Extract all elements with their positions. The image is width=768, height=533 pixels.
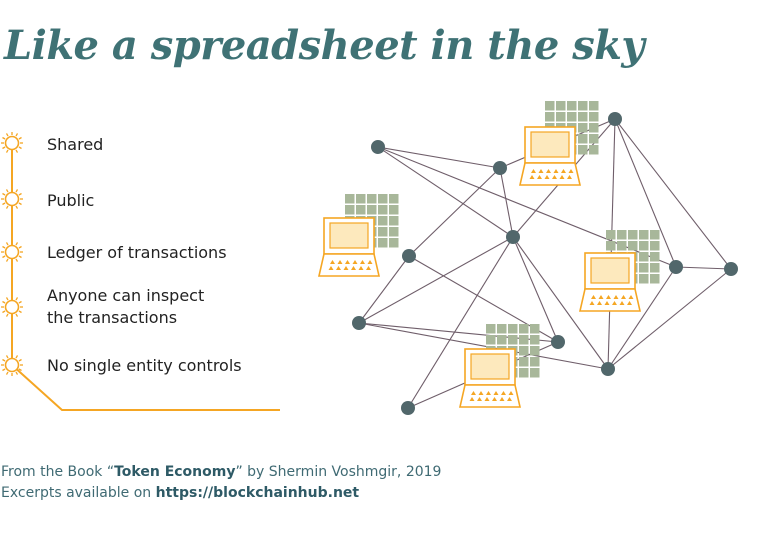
laptop-icon <box>518 126 582 186</box>
network-node <box>402 249 416 263</box>
sun-icon <box>1 188 23 210</box>
network-edge <box>607 268 732 370</box>
network-edges <box>358 118 732 409</box>
sun-icon <box>1 354 23 376</box>
bullet-public: Public <box>47 191 95 210</box>
network-node <box>551 335 565 349</box>
network-edge <box>607 266 677 370</box>
network-edge <box>407 236 514 409</box>
network-node <box>601 362 615 376</box>
bullet-shared: Shared <box>47 135 104 154</box>
network-node <box>669 260 683 274</box>
network-node <box>506 230 520 244</box>
network-edge <box>614 118 732 270</box>
page-title: Like a spreadsheet in the sky <box>4 22 645 69</box>
network-edge <box>358 322 609 370</box>
network-edge <box>499 167 514 238</box>
network-node <box>371 140 385 154</box>
ledger-grids <box>345 101 660 378</box>
laptop-icon <box>458 348 522 408</box>
laptop-icon <box>317 217 381 277</box>
bullet-no-single-entity: No single entity controls <box>47 356 242 375</box>
network-edge <box>512 236 559 343</box>
footer-prefix: From the Book “ <box>1 464 115 480</box>
laptops <box>317 126 642 408</box>
laptop-icon <box>578 252 642 312</box>
network-edge <box>377 146 514 238</box>
timeline-line <box>11 143 280 411</box>
footer-excerpt-prefix: Excerpts available on <box>1 485 156 501</box>
network-node <box>352 316 366 330</box>
bullet-timeline <box>1 132 280 411</box>
footer-line-2: Excerpts available on https://blockchain… <box>1 485 359 501</box>
sun-icon <box>1 241 23 263</box>
bullet-inspect: Anyone can inspect the transactions <box>47 286 205 327</box>
bullet-ledger: Ledger of transactions <box>47 243 227 262</box>
footer-link[interactable]: https://blockchainhub.net <box>155 485 360 501</box>
book-title: Token Economy <box>114 464 236 480</box>
network-edge <box>675 266 732 270</box>
network-edge <box>512 236 609 370</box>
network-node <box>401 401 415 415</box>
network-node <box>493 161 507 175</box>
network-edge <box>614 118 677 268</box>
footer-line-1: From the Book “Token Economy” by Shermin… <box>1 464 441 480</box>
network-node <box>608 112 622 126</box>
network-edge <box>358 236 514 324</box>
network-edge <box>408 167 501 257</box>
network-node <box>724 262 738 276</box>
network-nodes <box>352 112 738 415</box>
network-edge <box>377 146 501 169</box>
network-edge <box>358 255 410 324</box>
sun-icon <box>1 132 23 154</box>
sun-icon <box>1 296 23 318</box>
footer-suffix: ” by Shermin Voshmgir, 2019 <box>235 464 442 480</box>
